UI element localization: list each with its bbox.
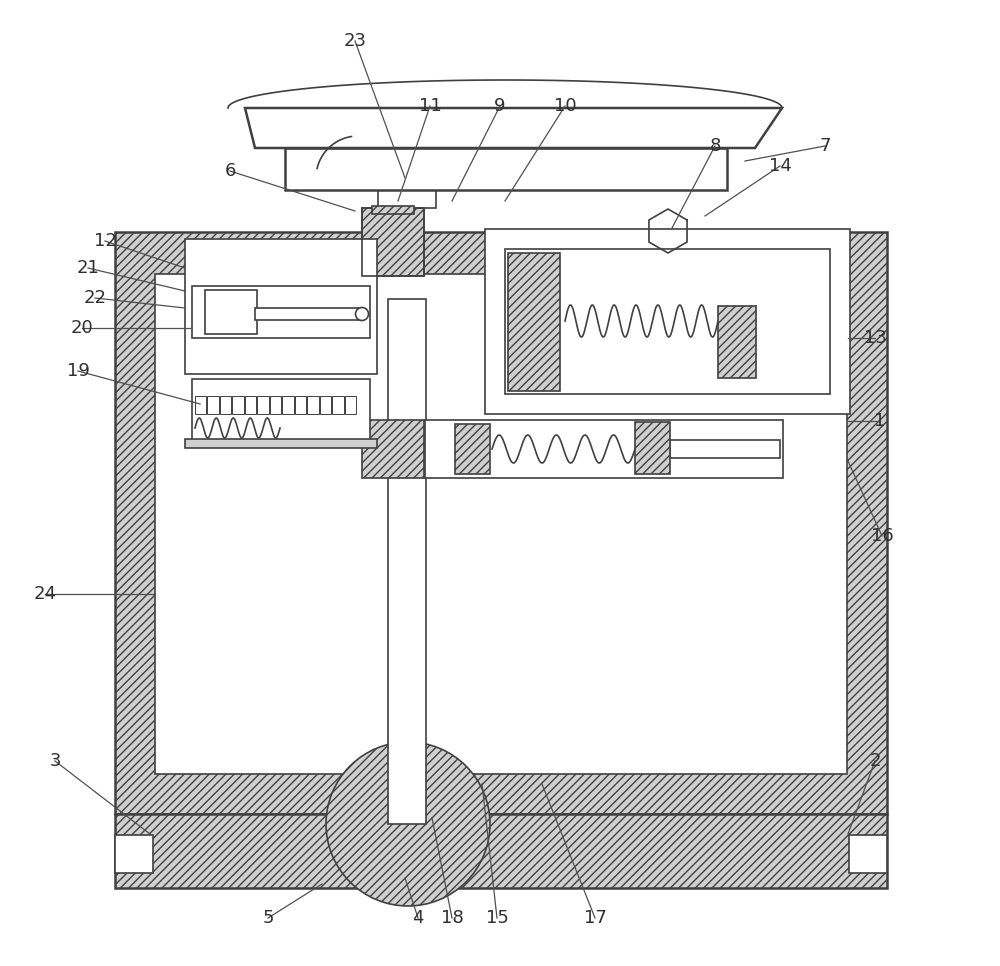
Text: 3: 3: [49, 752, 61, 770]
Bar: [205, 290, 257, 334]
Bar: [285, 148, 727, 190]
Text: 14: 14: [769, 157, 791, 175]
Bar: [220, 396, 231, 414]
Text: 7: 7: [819, 137, 831, 155]
Bar: [255, 308, 360, 320]
Text: 13: 13: [864, 329, 886, 347]
Bar: [257, 396, 269, 414]
Bar: [192, 286, 370, 338]
Bar: [425, 420, 783, 478]
Bar: [270, 396, 281, 414]
Text: 5: 5: [262, 909, 274, 927]
Bar: [670, 440, 780, 458]
Text: 24: 24: [34, 585, 57, 603]
Text: 18: 18: [441, 909, 463, 927]
Text: 16: 16: [871, 527, 893, 545]
Bar: [207, 396, 219, 414]
Bar: [372, 206, 414, 214]
Bar: [155, 274, 847, 774]
Circle shape: [356, 307, 369, 321]
Bar: [332, 396, 344, 414]
Bar: [115, 835, 153, 873]
Text: 10: 10: [554, 97, 576, 115]
Bar: [718, 306, 756, 378]
Text: 21: 21: [77, 259, 99, 277]
Bar: [455, 424, 490, 474]
Bar: [388, 299, 426, 824]
Bar: [378, 190, 436, 208]
Bar: [192, 379, 370, 441]
Text: 4: 4: [412, 909, 424, 927]
Text: 2: 2: [869, 752, 881, 770]
Text: 1: 1: [874, 412, 886, 430]
Bar: [505, 249, 830, 394]
Bar: [485, 229, 850, 414]
Text: 12: 12: [94, 232, 116, 250]
Bar: [185, 239, 377, 374]
Text: 6: 6: [224, 162, 236, 180]
Bar: [362, 208, 424, 276]
Text: 19: 19: [67, 362, 89, 380]
Text: 11: 11: [419, 97, 441, 115]
Bar: [635, 422, 670, 474]
Bar: [195, 396, 206, 414]
Bar: [232, 396, 244, 414]
Polygon shape: [245, 108, 782, 148]
Bar: [320, 396, 331, 414]
Text: 9: 9: [494, 97, 506, 115]
Bar: [115, 814, 887, 888]
Bar: [185, 439, 377, 448]
Bar: [362, 420, 424, 478]
Circle shape: [326, 742, 490, 906]
Bar: [245, 396, 256, 414]
Text: 15: 15: [486, 909, 508, 927]
Bar: [307, 396, 319, 414]
Bar: [115, 232, 887, 814]
Bar: [295, 396, 306, 414]
Text: 23: 23: [344, 32, 367, 50]
Bar: [282, 396, 294, 414]
Text: 22: 22: [84, 289, 107, 307]
Bar: [508, 253, 560, 391]
Bar: [345, 396, 356, 414]
Text: 8: 8: [709, 137, 721, 155]
Bar: [362, 208, 424, 276]
Text: 17: 17: [584, 909, 606, 927]
Text: 20: 20: [71, 319, 93, 337]
Bar: [849, 835, 887, 873]
